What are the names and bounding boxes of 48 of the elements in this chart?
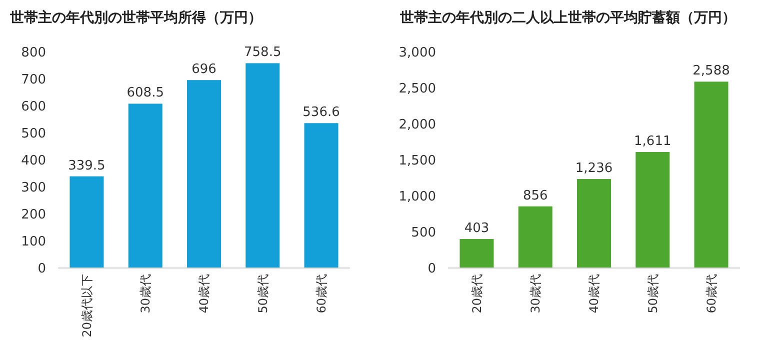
- x-tick-label: 50歳代: [646, 274, 660, 314]
- x-tick-label: 20歳代: [470, 274, 484, 314]
- data-label: 2,588: [692, 64, 730, 79]
- y-tick-label: 3,000: [398, 46, 436, 61]
- data-label: 1,236: [575, 161, 613, 176]
- data-label: 608.5: [126, 86, 164, 101]
- x-tick-label: 60歳代: [704, 274, 718, 314]
- y-tick-label: 1,000: [398, 190, 436, 205]
- data-label: 696: [192, 62, 216, 78]
- y-tick-label: 100: [21, 234, 46, 250]
- x-tick-label: 50歳代: [256, 274, 270, 314]
- bar: [460, 238, 494, 268]
- x-tick-label: 30歳代: [528, 274, 543, 314]
- y-tick-label: 0: [38, 262, 46, 277]
- x-tick-label: 30歳代: [138, 274, 153, 314]
- bar: [636, 152, 670, 268]
- y-tick-label: 1,500: [398, 154, 436, 169]
- x-tick-label: 20歳代以下: [80, 274, 94, 338]
- y-tick-label: 500: [21, 126, 46, 142]
- y-tick-label: 300: [21, 180, 46, 196]
- y-tick-label: 2,500: [398, 82, 436, 97]
- data-label: 758.5: [244, 45, 282, 60]
- bar: [128, 104, 162, 268]
- y-tick-label: 2,000: [398, 118, 436, 133]
- chart-title: 世帯主の年代別の二人以上世帯の平均貯蓄額（万円）: [399, 9, 736, 26]
- data-label: 1,611: [634, 134, 672, 150]
- bar: [518, 206, 552, 268]
- x-tick-label: 60歳代: [314, 274, 328, 314]
- bar: [304, 123, 338, 268]
- y-tick-label: 400: [21, 154, 46, 169]
- bar: [576, 179, 612, 268]
- x-tick-label: 40歳代: [587, 274, 602, 314]
- data-label: 856: [522, 188, 548, 204]
- y-tick-label: 500: [411, 226, 436, 241]
- y-tick-label: 200: [21, 208, 46, 223]
- bar: [70, 176, 104, 268]
- y-tick-label: 700: [21, 72, 46, 88]
- bar: [246, 63, 280, 268]
- bar: [694, 82, 728, 268]
- y-tick-label: 600: [21, 100, 46, 115]
- x-tick-label: 40歳代: [197, 274, 212, 314]
- chart-title: 世帯主の年代別の世帯平均所得（万円）: [9, 9, 262, 26]
- y-tick-label: 800: [21, 46, 46, 61]
- bar: [186, 80, 222, 268]
- y-tick-label: 0: [428, 262, 436, 277]
- data-label: 403: [464, 220, 490, 236]
- data-label: 339.5: [68, 158, 106, 174]
- data-label: 536.6: [302, 105, 340, 120]
